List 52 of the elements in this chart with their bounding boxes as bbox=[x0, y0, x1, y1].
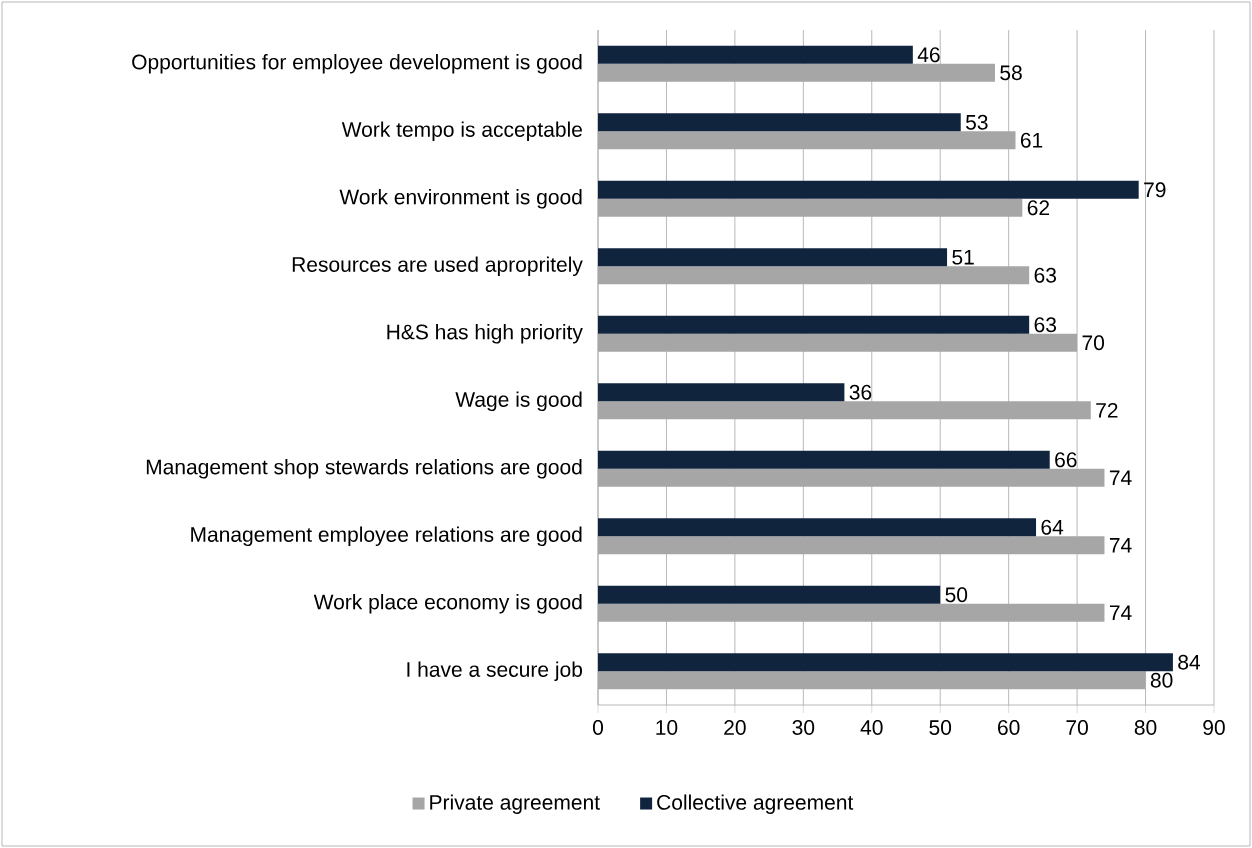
data-label: 46 bbox=[917, 47, 940, 63]
y-tick-label: Management shop stewards relations are good bbox=[146, 458, 582, 479]
x-tick-label: 50 bbox=[929, 720, 952, 735]
y-tick-label: Work tempo is acceptable bbox=[341, 121, 582, 142]
data-label: 72 bbox=[1096, 402, 1118, 418]
bar bbox=[598, 113, 961, 132]
data-label: 58 bbox=[1000, 65, 1022, 81]
data-label: 84 bbox=[1178, 654, 1201, 670]
x-tick-label: 30 bbox=[792, 720, 815, 735]
x-tick-label: 10 bbox=[656, 720, 678, 735]
bar bbox=[598, 45, 913, 64]
bar bbox=[598, 585, 941, 604]
bar bbox=[598, 383, 845, 402]
data-label: 61 bbox=[1020, 132, 1043, 148]
data-label: 50 bbox=[945, 587, 968, 603]
data-label: 79 bbox=[1144, 182, 1166, 198]
y-tick-label: Wage is good bbox=[455, 391, 582, 412]
data-label: 63 bbox=[1034, 317, 1057, 333]
bar bbox=[598, 518, 1037, 537]
data-label: 66 bbox=[1055, 452, 1077, 468]
y-tick-label: Resources are used apropritely bbox=[292, 256, 583, 277]
data-label: 74 bbox=[1109, 605, 1132, 620]
data-label: 64 bbox=[1041, 519, 1064, 535]
x-tick-label: 20 bbox=[724, 720, 746, 735]
data-label: 74 bbox=[1109, 538, 1132, 553]
x-tick-label: 80 bbox=[1134, 720, 1157, 735]
x-tick-label: 90 bbox=[1203, 720, 1225, 735]
data-label: 70 bbox=[1082, 335, 1105, 351]
bar bbox=[598, 315, 1030, 334]
y-tick-label: Opportunities for employee development is good bbox=[132, 53, 582, 74]
y-tick-label: Work environment is good bbox=[339, 188, 582, 209]
legend-label: Private agreement bbox=[430, 794, 600, 814]
data-label: 74 bbox=[1109, 470, 1132, 485]
y-tick-label: I have a secure job bbox=[407, 661, 583, 682]
y-tick-label: Management employee relations are good bbox=[191, 526, 582, 547]
data-label: 53 bbox=[965, 114, 988, 130]
data-label: 51 bbox=[952, 249, 974, 265]
data-label: 36 bbox=[849, 384, 872, 400]
data-label: 80 bbox=[1150, 672, 1173, 688]
x-tick-label: 0 bbox=[592, 720, 604, 735]
legend-label: Collective agreement bbox=[657, 794, 854, 814]
data-label: 62 bbox=[1027, 200, 1050, 216]
bar bbox=[598, 450, 1050, 469]
x-tick-label: 70 bbox=[1066, 720, 1088, 735]
x-tick-label: 40 bbox=[860, 720, 883, 735]
bar bbox=[598, 653, 1173, 672]
y-tick-label: H&S has high priority bbox=[387, 323, 583, 344]
x-tick-label: 60 bbox=[998, 720, 1020, 735]
bar bbox=[598, 180, 1139, 199]
data-label: 63 bbox=[1034, 267, 1057, 283]
bar bbox=[598, 248, 948, 267]
y-tick-label: Work place economy is good bbox=[313, 593, 582, 614]
